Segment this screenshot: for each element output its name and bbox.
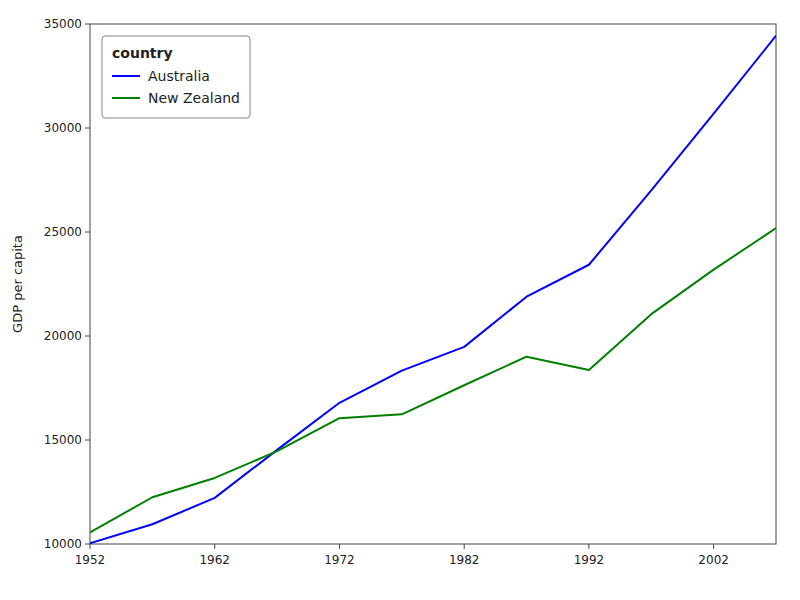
plot-frame [90, 24, 776, 544]
legend-entry: Australia [148, 68, 210, 84]
x-tick-label: 1982 [449, 553, 480, 567]
x-tick [588, 544, 589, 549]
legend-title: country [112, 45, 173, 61]
y-tick-label: 10000 [44, 537, 82, 551]
legend-swatch [112, 97, 140, 99]
y-tick-label: 25000 [44, 225, 82, 239]
y-tick [85, 128, 90, 129]
x-tick-label: 1972 [324, 553, 355, 567]
y-tick [85, 232, 90, 233]
x-tick-label: 1962 [199, 553, 230, 567]
y-tick-label: 35000 [44, 17, 82, 31]
x-tick-label: 2002 [698, 553, 729, 567]
x-tick [90, 544, 91, 549]
y-tick [85, 440, 90, 441]
chart: 1000015000200002500030000350001952196219… [0, 0, 800, 600]
x-tick-label: 1952 [75, 553, 106, 567]
y-tick-label: 20000 [44, 329, 82, 343]
y-tick-label: 30000 [44, 121, 82, 135]
x-tick [713, 544, 714, 549]
y-tick [85, 544, 90, 545]
x-axis: 1952 1962 1972 1982 1992 2002 [75, 544, 729, 567]
legend-swatch [112, 75, 140, 77]
series-line [90, 36, 776, 543]
y-tick [85, 24, 90, 25]
legend: country Australia New Zealand [102, 36, 250, 118]
x-tick [339, 544, 340, 549]
x-tick [214, 544, 215, 549]
legend-entry: New Zealand [148, 90, 240, 106]
y-axis-label: GDP per capita [10, 235, 25, 333]
legend-box [102, 36, 250, 118]
y-tick-label: 15000 [44, 433, 82, 447]
x-tick-label: 1992 [574, 553, 605, 567]
series-line [90, 228, 776, 532]
y-tick [85, 336, 90, 337]
x-tick [464, 544, 465, 549]
plot-area [90, 36, 776, 543]
y-axis: 10000 15000 20000 25000 30000 35000 [44, 17, 90, 551]
